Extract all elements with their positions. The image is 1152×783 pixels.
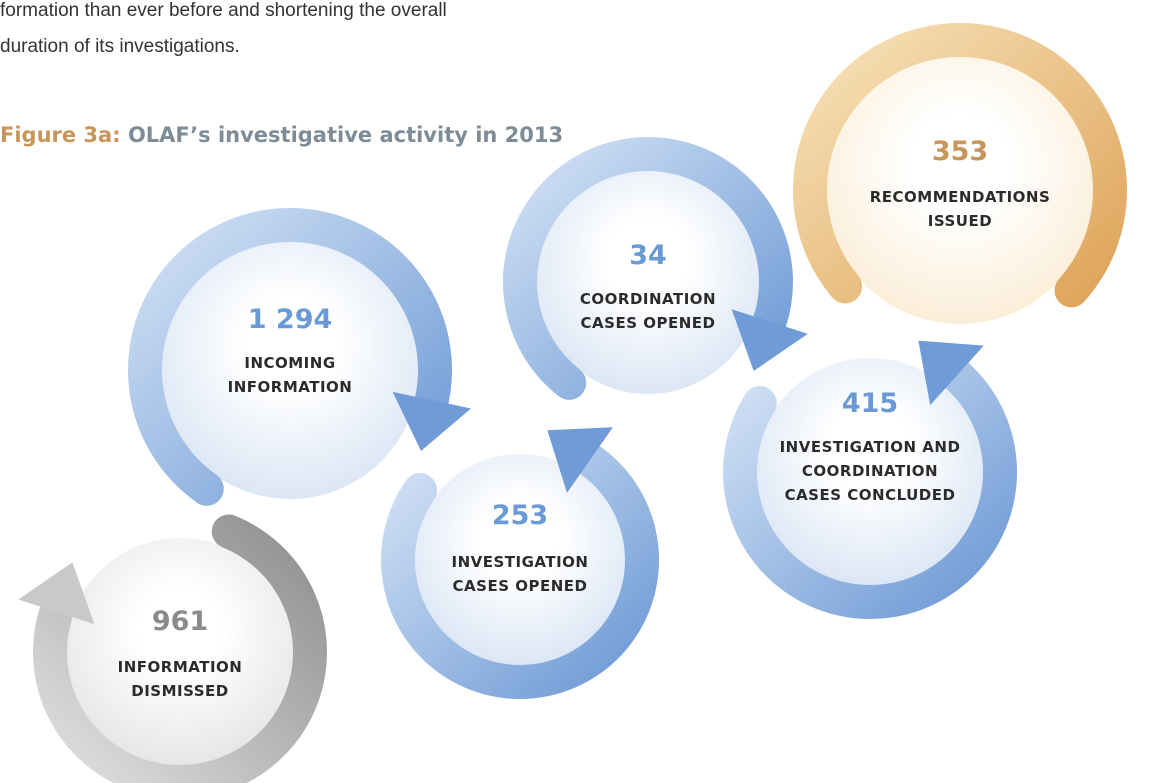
arrow-head xyxy=(392,391,471,452)
node-label: INFORMATION xyxy=(118,658,243,676)
node-label: CASES OPENED xyxy=(453,577,588,595)
node-label: INFORMATION xyxy=(228,378,353,396)
node-disc xyxy=(826,56,1094,324)
node-value: 1 294 xyxy=(248,304,333,335)
node: 353 RECOMMENDATIONS ISSUED xyxy=(793,23,1127,324)
node-label: RECOMMENDATIONS xyxy=(870,188,1051,206)
node-value: 415 xyxy=(842,388,898,419)
node: 961 INFORMATION DISMISSED xyxy=(18,514,327,783)
node: 415 INVESTIGATION AND COORDINATION CASES CO… xyxy=(723,340,1017,619)
arrow-head xyxy=(918,340,984,406)
node-disc xyxy=(66,538,294,766)
intro-line: formation than ever before and shortenin… xyxy=(0,0,447,21)
node: 253 INVESTIGATION CASES OPENED xyxy=(381,427,659,699)
figure-text: OLAF’s investigative activity in 2013 xyxy=(128,123,563,147)
node-disc xyxy=(536,170,760,394)
diagram: 1 294 INCOMING INFORMATION 34 COORDINATION CA… xyxy=(18,23,1127,783)
node: 1 294 INCOMING INFORMATION xyxy=(128,208,471,506)
arrow-head xyxy=(731,309,808,372)
arrow-head xyxy=(547,427,613,493)
node-disc xyxy=(756,358,984,586)
node-arc xyxy=(503,137,793,400)
node-value: 253 xyxy=(492,500,548,531)
node-label: INCOMING xyxy=(244,354,335,372)
node-disc xyxy=(161,241,419,499)
node-label: INVESTIGATION AND xyxy=(780,438,961,456)
node-label: COORDINATION xyxy=(580,290,716,308)
node-value: 34 xyxy=(629,240,667,271)
figure-title: Figure 3a: OLAF’s investigative activity… xyxy=(0,123,563,147)
node-value: 961 xyxy=(152,606,208,637)
node-label: ISSUED xyxy=(928,212,992,230)
figure-label: Figure 3a: xyxy=(0,123,121,147)
node-label: INVESTIGATION xyxy=(452,553,589,571)
intro-line: duration of its investigations. xyxy=(0,36,240,57)
node-value: 353 xyxy=(932,136,988,167)
node-arc xyxy=(793,23,1127,308)
node-arc xyxy=(723,358,1017,619)
node: 34 COORDINATION CASES OPENED xyxy=(503,137,808,400)
node-arc xyxy=(128,208,452,506)
arrow-head xyxy=(18,562,95,625)
node-arc xyxy=(33,514,327,783)
node-label: DISMISSED xyxy=(131,682,228,700)
node-arc xyxy=(381,443,659,699)
node-label: CASES OPENED xyxy=(581,314,716,332)
node-label: COORDINATION xyxy=(802,462,938,480)
node-label: CASES CONCLUDED xyxy=(785,486,956,504)
node-disc xyxy=(414,454,626,666)
